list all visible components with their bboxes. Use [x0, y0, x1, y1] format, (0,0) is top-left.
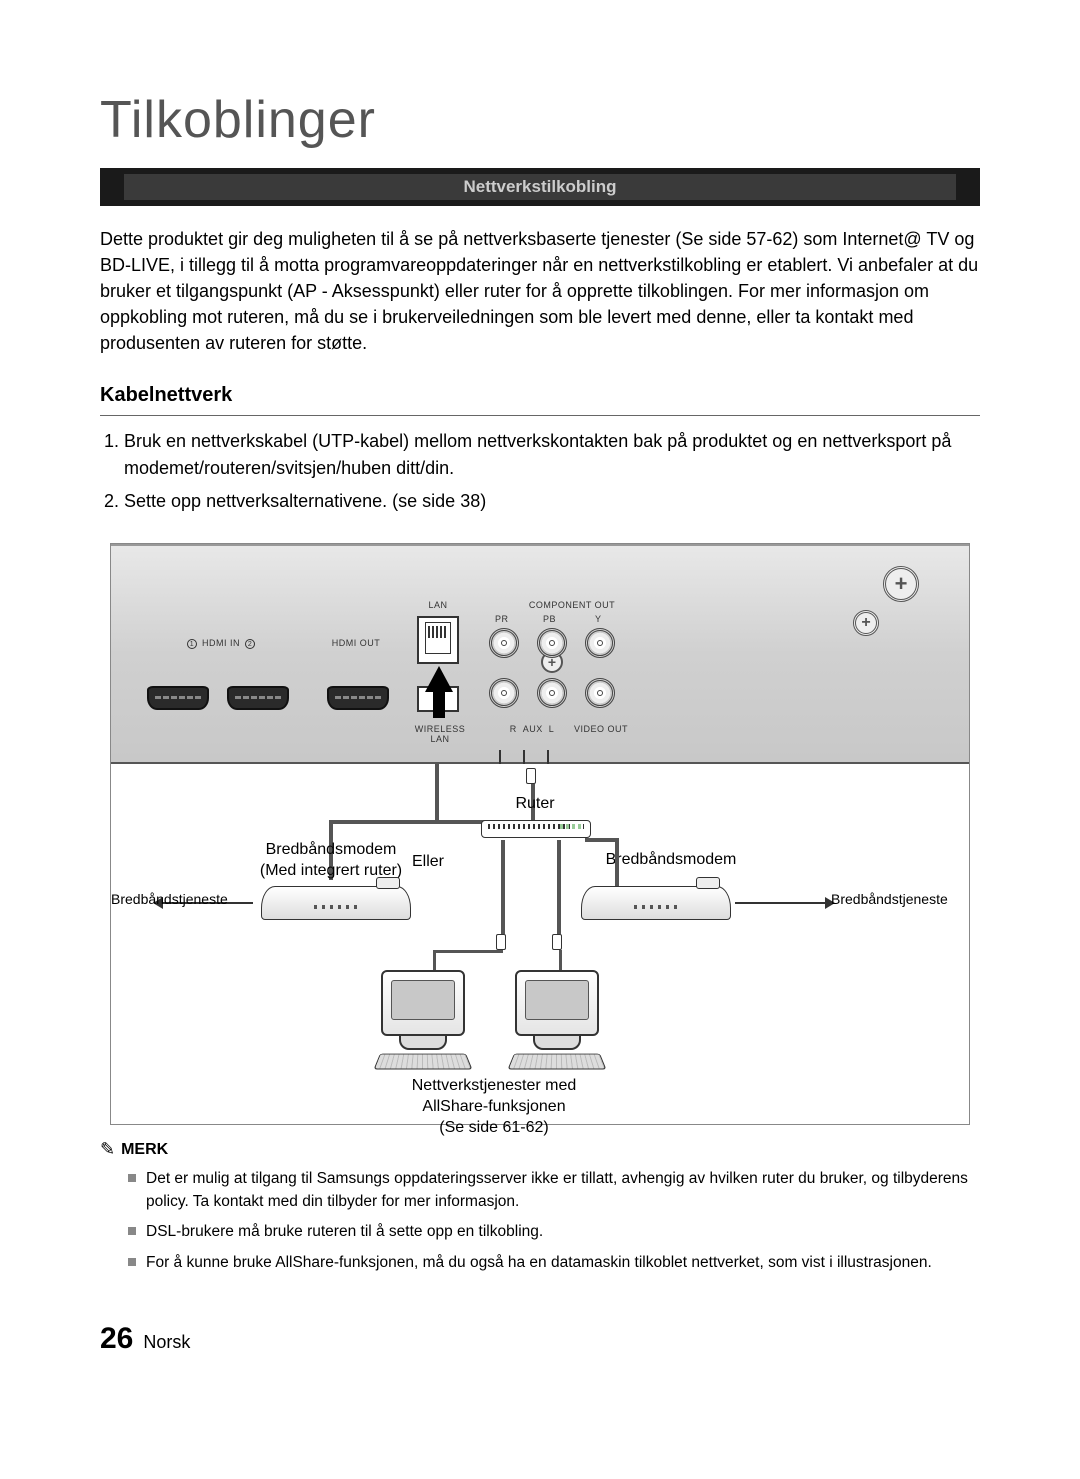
screw-icon: +: [883, 566, 919, 602]
page-lang: Norsk: [143, 1332, 190, 1353]
lan-port: [417, 616, 459, 664]
section-header: Nettverkstilkobling: [124, 174, 956, 200]
hdmi-out-port: [327, 686, 389, 710]
merk-row: ✎ MERK: [100, 1139, 980, 1160]
page-title: Tilkoblinger: [100, 90, 980, 150]
modem-icon: [581, 886, 731, 920]
pc-icon: [381, 970, 465, 1036]
pc-icon: [515, 970, 599, 1036]
allshare-caption: Nettverkstjenester med AllShare-funksjon…: [369, 1076, 619, 1138]
y-label: Y: [595, 614, 602, 624]
screw-icon: +: [853, 610, 879, 636]
router-label: Ruter: [485, 794, 585, 815]
note-list: Det er mulig at tilgang til Samsungs opp…: [100, 1168, 980, 1274]
note-item: For å kunne bruke AllShare-funksjonen, m…: [128, 1252, 980, 1274]
hdmi-in-2-port: [227, 686, 289, 710]
wireless-lan-label: WIRELESS LAN: [407, 724, 473, 744]
modem-integrated-label: Bredbåndsmodem (Med integrert ruter): [231, 840, 431, 882]
lan-arrow-icon: [425, 666, 453, 692]
broadband-service-left: Bredbåndstjeneste: [111, 890, 249, 908]
video-out-jack: [585, 678, 615, 708]
modem-integrated-icon: [261, 886, 411, 920]
note-item: Det er mulig at tilgang til Samsungs opp…: [128, 1168, 980, 1213]
step-2: Sette opp nettverksalternativene. (se si…: [124, 488, 980, 515]
component-out-label: COMPONENT OUT: [507, 600, 637, 610]
aux-label: R AUX L: [507, 724, 557, 734]
device-rear-panel: + + + 1 HDMI IN 2 HDMI OUT LAN WIRELESS …: [111, 544, 969, 764]
note-icon: ✎: [100, 1139, 115, 1160]
component-pb-jack: [537, 628, 567, 658]
aux-r-jack: [489, 678, 519, 708]
pr-label: PR: [495, 614, 509, 624]
network-diagram: + + + 1 HDMI IN 2 HDMI OUT LAN WIRELESS …: [110, 543, 970, 1125]
modem-label: Bredbåndsmodem: [581, 850, 761, 871]
aux-l-jack: [537, 678, 567, 708]
merk-label: MERK: [121, 1141, 168, 1159]
diagram-lower: Ruter Eller Bredbåndsmodem (Med integrer…: [111, 764, 969, 1124]
page-footer: 26 Norsk: [100, 1322, 980, 1356]
video-out-label: VIDEO OUT: [571, 724, 631, 734]
component-pr-jack: [489, 628, 519, 658]
pb-label: PB: [543, 614, 556, 624]
note-item: DSL-brukere må bruke ruteren til å sette…: [128, 1221, 980, 1243]
subsection-title: Kabelnettverk: [100, 384, 980, 407]
cable-arrow-right: [735, 902, 825, 904]
router-icon: [481, 820, 591, 838]
hdmi-out-label: HDMI OUT: [321, 638, 391, 648]
intro-paragraph: Dette produktet gir deg muligheten til å…: [100, 226, 980, 356]
hdmi-in-1-port: [147, 686, 209, 710]
component-y-jack: [585, 628, 615, 658]
step-1: Bruk en nettverkskabel (UTP-kabel) mello…: [124, 428, 980, 482]
lan-label: LAN: [413, 600, 463, 610]
broadband-service-right: Bredbåndstjeneste: [831, 890, 981, 908]
divider: [100, 415, 980, 416]
section-header-bar: Nettverkstilkobling: [100, 168, 980, 206]
steps-list: Bruk en nettverkskabel (UTP-kabel) mello…: [100, 428, 980, 515]
page-number: 26: [100, 1322, 133, 1356]
hdmi-in-label: 1 HDMI IN 2: [151, 638, 291, 649]
